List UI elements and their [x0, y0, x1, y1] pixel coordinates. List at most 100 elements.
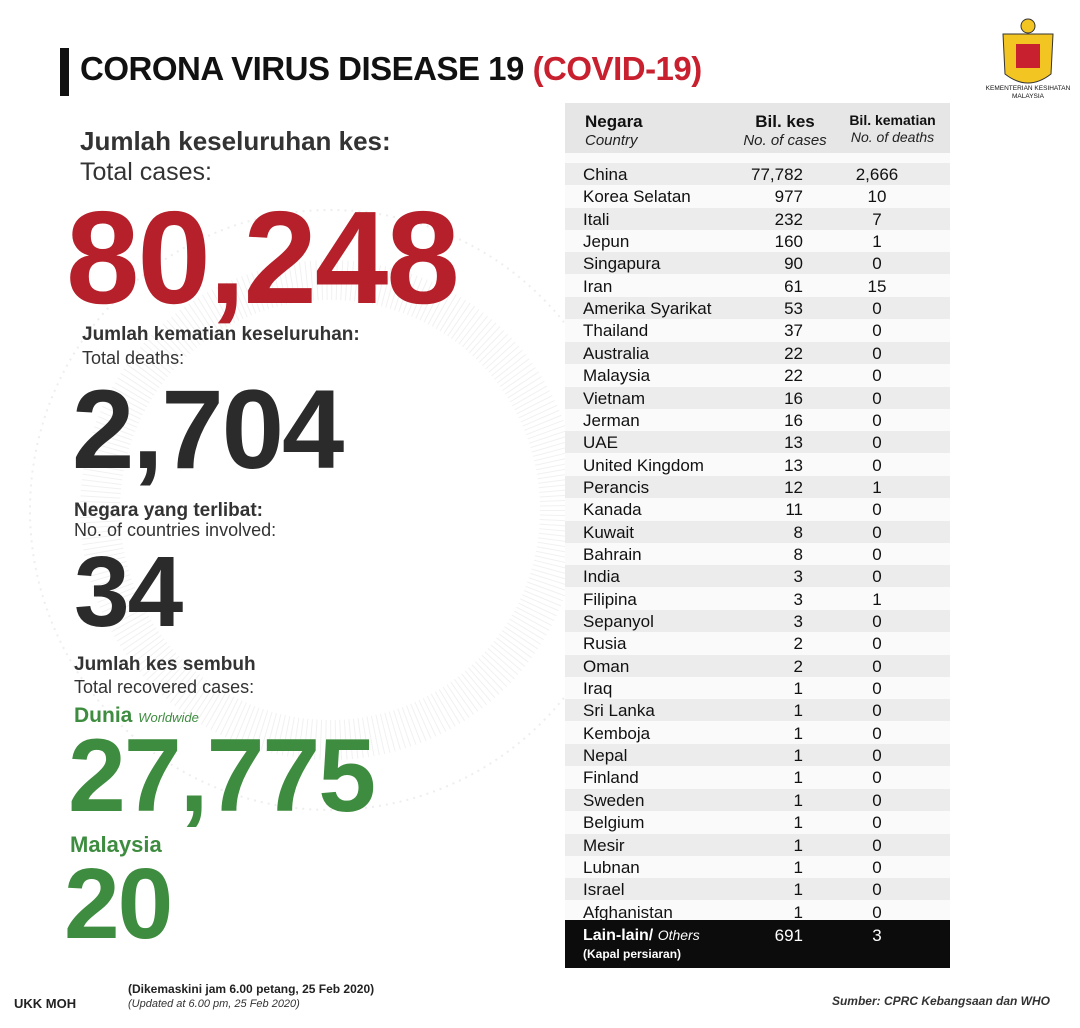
table-row: Malaysia 22 0 [565, 364, 950, 386]
others-deaths: 3 [872, 926, 882, 945]
table-row: Oman 2 0 [565, 654, 950, 677]
malaysia-label: Malaysia [70, 832, 162, 857]
deaths: 0 [872, 813, 882, 833]
country: Lubnan [583, 857, 640, 877]
deaths: 0 [872, 343, 882, 363]
recovered-label-en: Total recovered cases: [74, 677, 255, 697]
deaths: 0 [872, 544, 882, 564]
others-label-ms: Lain-lain/ [583, 927, 654, 944]
cases: 232 [774, 209, 803, 229]
deaths: 2,666 [855, 165, 899, 184]
table-row: UAE 13 0 [565, 431, 950, 454]
table-row: China 77,782 2,666 [565, 163, 950, 185]
table-row: Thailand 37 0 [565, 319, 950, 341]
country: Itali [583, 209, 610, 229]
deaths: 0 [872, 366, 882, 386]
country: Israel [583, 880, 625, 900]
cases: 53 [784, 299, 803, 319]
table-row: Kanada 11 0 [565, 498, 950, 520]
cases: 90 [784, 254, 803, 274]
country: UAE [583, 433, 618, 453]
country: Singapura [583, 254, 661, 274]
table-row: United Kingdom 13 0 [565, 454, 950, 476]
table-row: Sepanyol 3 0 [565, 610, 950, 632]
total-cases-value: 80,248 [66, 184, 460, 331]
deaths: 0 [872, 880, 882, 900]
table-row: Iran 61 15 [565, 275, 950, 297]
deaths: 0 [872, 321, 882, 341]
table-row: Kuwait 8 0 [565, 520, 950, 543]
cases: 1 [793, 880, 803, 900]
cases: 3 [793, 589, 803, 609]
title-text: CORONA VIRUS DISEASE 19 [80, 50, 524, 87]
deaths: 0 [872, 410, 882, 430]
credit: UKK MOH [14, 996, 77, 1011]
country: Belgium [583, 813, 645, 833]
table-row: Mesir 1 0 [565, 833, 950, 856]
total-deaths-label-en: Total deaths: [82, 348, 185, 368]
deaths: 1 [872, 232, 882, 252]
cases: 16 [784, 410, 803, 430]
cases: 8 [793, 544, 803, 564]
cases: 1 [793, 835, 803, 855]
countries-label-en: No. of countries involved: [74, 520, 277, 540]
country: Sri Lanka [583, 701, 655, 721]
table-row: Itali 232 7 [565, 207, 950, 230]
cases: 2 [793, 656, 803, 676]
cases: 13 [784, 433, 803, 453]
table-row: Amerika Syarikat 53 0 [565, 297, 950, 320]
table-row: Perancis 12 1 [565, 475, 950, 498]
column-subheader: No. of cases [743, 132, 827, 149]
cases: 11 [785, 500, 803, 520]
table-row: Kemboja 1 0 [565, 722, 950, 744]
world-label-en: Worldwide [138, 710, 199, 725]
table-row: India 3 0 [565, 565, 950, 588]
deaths: 0 [872, 835, 882, 855]
cases: 1 [793, 701, 803, 721]
table-row: Rusia 2 0 [565, 632, 950, 654]
table-row: Singapura 90 0 [565, 252, 950, 275]
cases: 1 [793, 723, 803, 743]
cases: 1 [793, 790, 803, 810]
cases: 1 [793, 679, 803, 699]
countries-value: 34 [74, 536, 183, 648]
cases: 3 [793, 567, 803, 587]
others-cases: 691 [774, 926, 803, 945]
country: Thailand [583, 321, 649, 341]
deaths: 10 [867, 187, 887, 207]
deaths: 0 [872, 299, 882, 319]
table-row: Korea Selatan 977 10 [565, 185, 950, 207]
deaths: 0 [872, 455, 882, 475]
country: Amerika Syarikat [583, 299, 712, 319]
table-row: Lubnan 1 0 [565, 856, 950, 878]
country: Rusia [583, 634, 627, 654]
total-cases-label-en: Total cases: [80, 158, 213, 186]
deaths: 0 [872, 701, 882, 721]
column-header: Bil. kematian [849, 112, 936, 128]
column-header: Negara [585, 112, 643, 131]
title-bar [60, 48, 69, 96]
table-header [565, 103, 950, 153]
table-row: Afghanistan 1 0 [565, 901, 950, 923]
deaths: 0 [872, 902, 882, 922]
country: Nepal [583, 746, 628, 766]
deaths: 0 [872, 254, 882, 274]
cases: 77,782 [751, 165, 803, 184]
deaths: 0 [872, 522, 882, 542]
deaths: 0 [872, 500, 882, 520]
cases: 160 [774, 232, 803, 252]
cases: 1 [793, 813, 803, 833]
updated-ms: (Dikemaskini jam 6.00 petang, 25 Feb 202… [128, 982, 375, 996]
deaths: 0 [872, 679, 882, 699]
cases: 1 [793, 857, 803, 877]
country: United Kingdom [583, 455, 704, 475]
world-recovered-value: 27,775 [68, 718, 376, 834]
deaths: 1 [872, 477, 882, 497]
cases: 2 [793, 634, 803, 654]
country: Afghanistan [583, 902, 673, 922]
country: Perancis [583, 477, 650, 497]
logo-text: MALAYSIA [1012, 93, 1045, 100]
cases: 1 [793, 902, 803, 922]
